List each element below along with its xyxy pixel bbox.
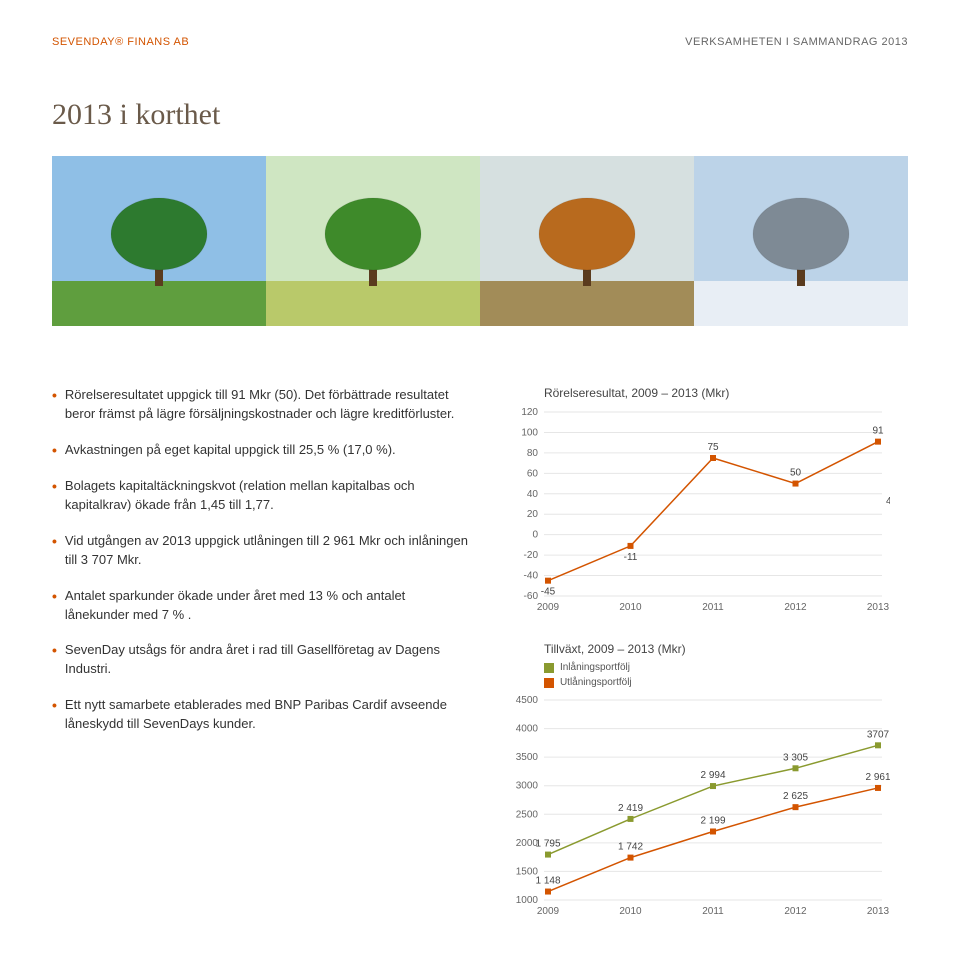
svg-text:3000: 3000 <box>516 781 539 792</box>
chart-growth: Tillväxt, 2009 – 2013 (Mkr) Inlåningspor… <box>510 642 908 924</box>
chart1-title: Rörelseresultat, 2009 – 2013 (Mkr) <box>544 386 908 400</box>
legend-swatch <box>544 663 554 673</box>
bullet-item: Rörelseresultatet uppgick till 91 Mkr (5… <box>52 386 470 424</box>
bullets-list: Rörelseresultatet uppgick till 91 Mkr (5… <box>52 386 470 734</box>
svg-text:-11: -11 <box>624 552 638 563</box>
bullet-text: Avkastningen på eget kapital uppgick til… <box>65 441 396 461</box>
svg-text:2010: 2010 <box>619 602 642 613</box>
tree-autumn-image <box>480 156 694 326</box>
chart1-svg: -60 -40 -20 0 20 40 60 80 100 120 2009 2010 2011 2012… <box>510 406 908 616</box>
bullet-item: Antalet sparkunder ökade under året med … <box>52 587 470 625</box>
svg-text:4000: 4000 <box>516 724 539 735</box>
svg-text:3707: 3707 <box>867 729 890 740</box>
svg-text:1 742: 1 742 <box>618 842 643 853</box>
svg-text:2009: 2009 <box>537 906 560 917</box>
svg-text:20: 20 <box>527 509 539 520</box>
bullet-item: Ett nytt samarbete etablerades med BNP P… <box>52 696 470 734</box>
legend-label: Utlåningsportfölj <box>560 677 632 688</box>
svg-text:2013: 2013 <box>867 602 890 613</box>
bullet-text: SevenDay utsågs för andra året i rad til… <box>65 641 470 679</box>
header-right: VERKSAMHETEN I SAMMANDRAG 2013 <box>685 36 908 48</box>
legend-item: Utlåningsportfölj <box>544 677 908 688</box>
chart2-svg: 1000150020002500300035004000450020092010… <box>510 694 908 924</box>
charts-column: Rörelseresultat, 2009 – 2013 (Mkr) -60-4… <box>510 386 908 950</box>
page-header: SEVENDAY® FINANS AB VERKSAMHETEN I SAMMA… <box>52 36 908 48</box>
tree-winter-image <box>694 156 908 326</box>
page-title: 2013 i korthet <box>52 98 908 132</box>
svg-text:-20: -20 <box>524 550 539 561</box>
tree-summer-image <box>266 156 480 326</box>
svg-text:3 305: 3 305 <box>783 752 808 763</box>
header-left: SEVENDAY® FINANS AB <box>52 36 189 48</box>
svg-text:4500: 4500 <box>516 695 539 706</box>
svg-text:2009: 2009 <box>537 602 560 613</box>
svg-text:0: 0 <box>532 530 538 541</box>
bullet-text: Vid utgången av 2013 uppgick utlåningen … <box>65 532 470 570</box>
svg-text:91: 91 <box>872 426 884 437</box>
svg-text:2500: 2500 <box>516 809 539 820</box>
svg-text:2010: 2010 <box>619 906 642 917</box>
svg-text:120: 120 <box>521 407 538 418</box>
svg-text:-40: -40 <box>524 571 539 582</box>
bullet-text: Bolagets kapitaltäckningskvot (relation … <box>65 477 470 515</box>
svg-text:75: 75 <box>707 442 719 453</box>
chart2-legend: Inlåningsportfölj Utlåningsportfölj <box>544 662 908 688</box>
chart2-title: Tillväxt, 2009 – 2013 (Mkr) <box>544 642 908 656</box>
legend-swatch <box>544 678 554 688</box>
svg-text:40: 40 <box>527 489 539 500</box>
legend-label: Inlåningsportfölj <box>560 662 630 673</box>
svg-text:2012: 2012 <box>784 602 807 613</box>
svg-text:60: 60 <box>527 468 539 479</box>
svg-text:2011: 2011 <box>702 602 724 613</box>
legend-item: Inlåningsportfölj <box>544 662 908 673</box>
bullet-text: Rörelseresultatet uppgick till 91 Mkr (5… <box>65 386 470 424</box>
bullets-column: Rörelseresultatet uppgick till 91 Mkr (5… <box>52 386 470 950</box>
svg-text:2011: 2011 <box>702 906 724 917</box>
svg-text:2 961: 2 961 <box>865 772 890 783</box>
chart-result: Rörelseresultat, 2009 – 2013 (Mkr) -60-4… <box>510 386 908 616</box>
svg-text:2 625: 2 625 <box>783 791 808 802</box>
bullet-text: Ett nytt samarbete etablerades med BNP P… <box>65 696 470 734</box>
svg-text:50: 50 <box>790 468 802 479</box>
svg-text:-60: -60 <box>524 591 539 602</box>
season-images <box>52 156 908 326</box>
svg-text:1 148: 1 148 <box>535 876 560 887</box>
bullet-item: SevenDay utsågs för andra året i rad til… <box>52 641 470 679</box>
bullet-item: Bolagets kapitaltäckningskvot (relation … <box>52 477 470 515</box>
svg-text:2 199: 2 199 <box>700 815 725 826</box>
bullet-text: Antalet sparkunder ökade under året med … <box>65 587 470 625</box>
svg-text:80: 80 <box>527 448 539 459</box>
content-row: Rörelseresultatet uppgick till 91 Mkr (5… <box>52 386 908 950</box>
svg-text:4: 4 <box>886 496 890 507</box>
svg-text:1 795: 1 795 <box>535 839 560 850</box>
svg-text:1000: 1000 <box>516 895 539 906</box>
bullet-item: Avkastningen på eget kapital uppgick til… <box>52 441 470 461</box>
svg-text:100: 100 <box>521 427 538 438</box>
svg-text:2 419: 2 419 <box>618 803 643 814</box>
svg-text:-45: -45 <box>541 587 556 598</box>
svg-text:2 994: 2 994 <box>700 770 725 781</box>
svg-text:2012: 2012 <box>784 906 807 917</box>
svg-text:3500: 3500 <box>516 752 539 763</box>
tree-spring-image <box>52 156 266 326</box>
svg-text:2013: 2013 <box>867 906 890 917</box>
bullet-item: Vid utgången av 2013 uppgick utlåningen … <box>52 532 470 570</box>
